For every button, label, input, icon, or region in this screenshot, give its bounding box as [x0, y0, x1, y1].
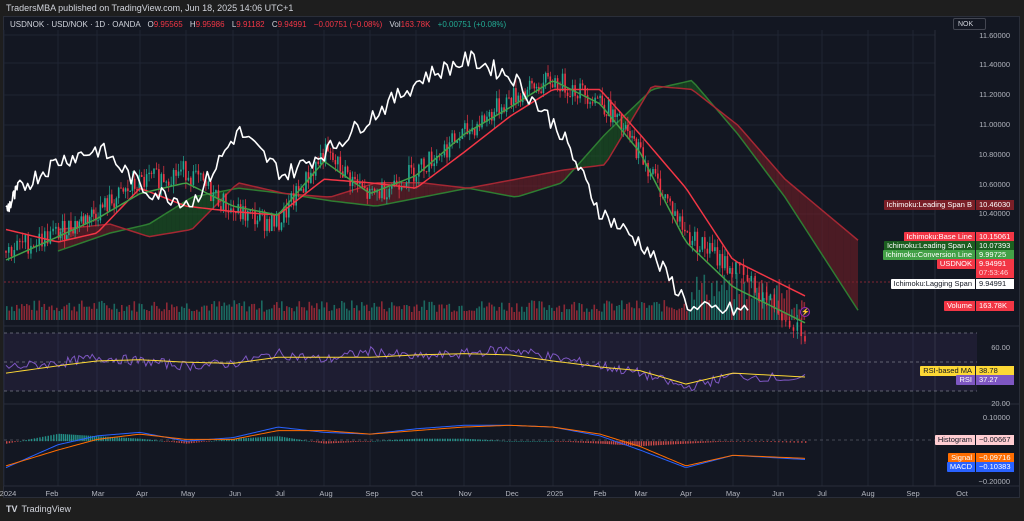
- low-label: L: [231, 20, 237, 29]
- time-tick-label: Mar: [634, 489, 648, 498]
- price-tag-value: −0.10383: [976, 462, 1014, 472]
- price-tag: Volume 163.78K: [943, 301, 1014, 311]
- price-tag-value: 163.78K: [976, 301, 1014, 311]
- volume-change: +0.00751 (+0.08%): [437, 20, 507, 29]
- time-tick-label: Nov: [458, 489, 472, 498]
- axis-tick-label: 11.00000: [979, 120, 1010, 129]
- volume-label: Vol: [389, 20, 401, 29]
- price-tag-name: MACD: [946, 462, 975, 472]
- time-tick-label: Aug: [861, 489, 875, 498]
- axis-tick-label: 10.60000: [978, 180, 1010, 189]
- price-tag: Ichimoku:Conversion Line 9.99725: [882, 250, 1014, 260]
- time-tick-label: May: [725, 489, 741, 498]
- time-tick-label: Dec: [505, 489, 519, 498]
- price-tag-name: RSI: [956, 375, 975, 385]
- price-tag: RSI-based MA 38.78: [920, 366, 1014, 376]
- price-tag-name: Ichimoku:Base Line: [903, 232, 975, 242]
- time-tick-label: May: [180, 489, 196, 498]
- price-tag: MACD −0.10383: [946, 462, 1014, 472]
- price-tag-name: Histogram: [934, 435, 975, 445]
- price-tag: 07:53:46: [975, 268, 1014, 278]
- time-tick-label: Oct: [411, 489, 423, 498]
- open-label: O: [147, 20, 154, 29]
- publish-text: TradersMBA published on TradingView.com,…: [6, 3, 294, 13]
- price-change: −0.00751 (−0.08%): [313, 20, 383, 29]
- time-tick-label: Oct: [956, 489, 968, 498]
- price-tag-name: Signal: [948, 453, 975, 463]
- price-tag: Ichimoku:Leading Span A 10.07393: [883, 241, 1014, 251]
- symbol-name[interactable]: USDNOK · USD/NOK · 1D · OANDA: [10, 20, 141, 29]
- price-tag-name: USDNOK: [936, 259, 975, 269]
- time-tick-label: Feb: [593, 489, 607, 498]
- time-tick-label: Sep: [365, 489, 379, 498]
- price-tag: Signal −0.09716: [948, 453, 1014, 463]
- axis-tick-label: 10.80000: [978, 150, 1010, 159]
- axis-tick-label: 11.20000: [979, 90, 1010, 99]
- axis-tick-label: 11.60000: [979, 31, 1010, 40]
- time-tick-label: Aug: [319, 489, 333, 498]
- price-tag: Histogram −0.00667: [934, 435, 1014, 445]
- lightning-event-icon[interactable]: ⚡: [800, 307, 810, 317]
- time-tick-label: Mar: [91, 489, 105, 498]
- time-tick-label: 2024: [0, 489, 17, 498]
- price-tag-value: −0.09716: [976, 453, 1014, 463]
- currency-button[interactable]: NOK: [953, 18, 986, 30]
- price-tag: USDNOK 9.94991: [936, 259, 1014, 269]
- close-label: C: [271, 20, 278, 29]
- price-tag-value: 10.46030: [976, 200, 1014, 210]
- axis-tick-label: −0.20000: [978, 477, 1011, 486]
- axis-tick-label: 11.40000: [979, 60, 1010, 69]
- price-tag-value: 9.94991: [976, 279, 1014, 289]
- price-tag-value: 07:53:46: [976, 268, 1014, 278]
- time-tick-label: Jun: [771, 489, 785, 498]
- price-tag-value: 10.07393: [976, 241, 1014, 251]
- high-label: H: [189, 20, 196, 29]
- volume-value: 163.78K: [400, 20, 431, 29]
- open-value: 9.95565: [153, 20, 183, 29]
- price-tag: Ichimoku:Leading Span B 10.46030: [883, 200, 1014, 210]
- axis-tick-label: 10.40000: [978, 209, 1010, 218]
- price-tag-name: Volume: [943, 301, 975, 311]
- price-tag-name: Ichimoku:Lagging Span: [890, 279, 975, 289]
- price-tag-name: Ichimoku:Conversion Line: [882, 250, 975, 260]
- price-tag-value: 9.94991: [976, 259, 1014, 269]
- time-tick-label: Apr: [136, 489, 148, 498]
- high-value: 9.95986: [195, 20, 225, 29]
- axis-tick-label: 60.00: [991, 343, 1010, 352]
- price-tag-value: 38.78: [976, 366, 1014, 376]
- time-tick-label: Apr: [680, 489, 692, 498]
- tradingview-logo-icon: TV: [6, 504, 18, 514]
- price-tag-value: 10.15061: [976, 232, 1014, 242]
- price-tag-name: RSI-based MA: [920, 366, 975, 376]
- symbol-legend: USDNOK · USD/NOK · 1D · OANDA O9.95565 H…: [10, 19, 506, 31]
- tradingview-brand: TradingView: [21, 504, 72, 514]
- time-tick-label: Jul: [817, 489, 827, 498]
- time-tick-label: Jun: [228, 489, 242, 498]
- time-tick-label: Sep: [906, 489, 920, 498]
- price-tag: Ichimoku:Base Line 10.15061: [903, 232, 1014, 242]
- axis-tick-label: 20.00: [991, 399, 1010, 408]
- time-tick-label: 2025: [546, 489, 564, 498]
- price-tag-value: 37.27: [976, 375, 1014, 385]
- close-value: 9.94991: [277, 20, 307, 29]
- price-tag-value: 9.99725: [976, 250, 1014, 260]
- price-tag-name: Ichimoku:Leading Span B: [883, 200, 975, 210]
- publish-bar: TradersMBA published on TradingView.com,…: [0, 0, 1024, 16]
- footer: TV TradingView: [0, 498, 1024, 521]
- price-tag: RSI 37.27: [956, 375, 1014, 385]
- low-value: 9.91182: [236, 20, 265, 29]
- time-tick-label: Jul: [275, 489, 285, 498]
- axis-tick-label: 0.10000: [982, 413, 1010, 422]
- price-tag-name: Ichimoku:Leading Span A: [883, 241, 975, 251]
- time-tick-label: Feb: [45, 489, 59, 498]
- price-tag: Ichimoku:Lagging Span 9.94991: [890, 279, 1014, 289]
- price-tag-value: −0.00667: [976, 435, 1014, 445]
